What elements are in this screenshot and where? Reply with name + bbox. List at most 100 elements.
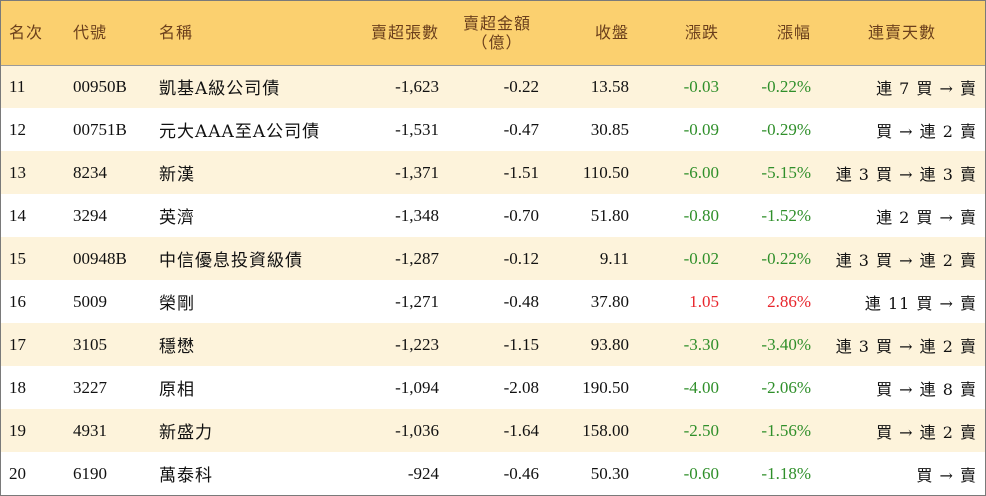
cell-code[interactable]: 00751B (73, 119, 127, 139)
cell-change: -4.00 (683, 377, 719, 397)
table-row[interactable]: 17 3105 穩懋 -1,223 -1.15 93.80 -3.30 -3.40% 連 3 買… (1, 323, 985, 366)
cell-net-sell-amount: -0.12 (503, 248, 539, 268)
cell-close: 9.11 (599, 248, 629, 268)
cell-net-sell-lots: -1,348 (395, 205, 439, 225)
cell-net-sell-lots: -1,531 (395, 119, 439, 139)
table-row[interactable]: 18 3227 原相 -1,094 -2.08 190.50 -4.00 -2.06% 買 → … (1, 366, 985, 409)
cell-rank: 15 (9, 248, 26, 268)
cell-rank: 12 (9, 119, 26, 139)
cell-net-sell-lots: -1,036 (395, 420, 439, 440)
cell-close: 93.80 (590, 334, 629, 354)
cell-close: 13.58 (590, 76, 629, 96)
cell-rank: 20 (9, 463, 26, 483)
cell-code[interactable]: 3105 (73, 334, 107, 354)
cell-streak: 買 → 連 2 賣 (876, 422, 977, 442)
cell-net-sell-lots: -1,094 (395, 377, 439, 397)
cell-net-sell-amount: -0.70 (503, 205, 539, 225)
cell-pct: -1.52% (761, 205, 811, 225)
cell-rank: 14 (9, 205, 26, 225)
cell-streak: 連 7 買 → 賣 (876, 78, 977, 98)
header-pct[interactable]: 漲幅 (727, 1, 819, 66)
cell-change: -2.50 (683, 420, 719, 440)
cell-streak: 買 → 賣 (916, 465, 977, 485)
cell-name[interactable]: 萬泰科 (159, 466, 213, 486)
cell-change: -0.03 (683, 76, 719, 96)
cell-change: -0.80 (683, 205, 719, 225)
table-header-row: 名次 代號 名稱 賣超張數 賣超金額 （億） 收盤 漲跌 漲幅 連賣天數 (1, 1, 985, 66)
cell-name[interactable]: 新漢 (159, 165, 195, 185)
cell-net-sell-amount: -0.22 (503, 76, 539, 96)
header-change[interactable]: 漲跌 (637, 1, 727, 66)
cell-streak: 連 11 買 → 賣 (864, 293, 977, 313)
cell-streak: 買 → 連 8 賣 (876, 379, 977, 399)
table-row[interactable]: 19 4931 新盛力 -1,036 -1.64 158.00 -2.50 -1.56% 買 →… (1, 409, 985, 452)
cell-pct: -5.15% (761, 162, 811, 182)
table-row[interactable]: 13 8234 新漢 -1,371 -1.51 110.50 -6.00 -5.15% 連 3 … (1, 151, 985, 194)
cell-change: 1.05 (689, 291, 719, 311)
cell-close: 158.00 (582, 420, 629, 440)
cell-name[interactable]: 新盛力 (159, 423, 213, 443)
cell-net-sell-lots: -1,371 (395, 162, 439, 182)
cell-change: -0.09 (683, 119, 719, 139)
cell-name[interactable]: 英濟 (159, 208, 195, 228)
cell-change: -6.00 (683, 162, 719, 182)
cell-streak: 買 → 連 2 賣 (876, 121, 977, 141)
cell-code[interactable]: 3227 (73, 377, 107, 397)
header-net-sell-amount[interactable]: 賣超金額 （億） (447, 1, 547, 66)
cell-close: 110.50 (582, 162, 629, 182)
cell-name[interactable]: 榮剛 (159, 294, 195, 314)
cell-close: 190.50 (582, 377, 629, 397)
cell-net-sell-lots: -1,271 (395, 291, 439, 311)
cell-pct: -1.56% (761, 420, 811, 440)
cell-net-sell-amount: -0.46 (503, 463, 539, 483)
cell-code[interactable]: 4931 (73, 420, 107, 440)
cell-close: 30.85 (590, 119, 629, 139)
cell-close: 37.80 (590, 291, 629, 311)
cell-change: -0.60 (683, 463, 719, 483)
cell-pct: -0.22% (761, 76, 811, 96)
cell-net-sell-amount: -1.51 (503, 162, 539, 182)
header-net-sell-lots[interactable]: 賣超張數 (347, 1, 447, 66)
cell-rank: 13 (9, 162, 26, 182)
table-row[interactable]: 20 6190 萬泰科 -924 -0.46 50.30 -0.60 -1.18% 買 → 賣 (1, 452, 985, 495)
header-name[interactable]: 名稱 (151, 1, 347, 66)
header-net-sell-amount-line2: （億） (471, 32, 523, 52)
cell-code[interactable]: 5009 (73, 291, 107, 311)
table-row[interactable]: 15 00948B 中信優息投資級債 -1,287 -0.12 9.11 -0.02 -0.2… (1, 237, 985, 280)
cell-net-sell-lots: -1,223 (395, 334, 439, 354)
cell-code[interactable]: 6190 (73, 463, 107, 483)
cell-name[interactable]: 穩懋 (159, 337, 195, 357)
cell-code[interactable]: 00950B (73, 76, 127, 96)
cell-net-sell-lots: -1,287 (395, 248, 439, 268)
cell-pct: -2.06% (761, 377, 811, 397)
cell-close: 51.80 (590, 205, 629, 225)
cell-rank: 16 (9, 291, 26, 311)
header-rank[interactable]: 名次 (1, 1, 65, 66)
cell-code[interactable]: 3294 (73, 205, 107, 225)
cell-name[interactable]: 中信優息投資級債 (159, 251, 303, 271)
cell-net-sell-lots: -1,623 (395, 76, 439, 96)
header-streak[interactable]: 連賣天數 (819, 1, 985, 66)
cell-pct: -0.29% (761, 119, 811, 139)
cell-code[interactable]: 8234 (73, 162, 107, 182)
cell-change: -3.30 (683, 334, 719, 354)
cell-streak: 連 3 買 → 連 3 賣 (835, 164, 977, 184)
cell-name[interactable]: 元大AAA至A公司債 (159, 122, 321, 142)
cell-rank: 18 (9, 377, 26, 397)
table-row[interactable]: 12 00751B 元大AAA至A公司債 -1,531 -0.47 30.85 -0.09 -… (1, 108, 985, 151)
header-code[interactable]: 代號 (65, 1, 151, 66)
cell-streak: 連 3 買 → 連 2 賣 (835, 336, 977, 356)
cell-code[interactable]: 00948B (73, 248, 127, 268)
table-row[interactable]: 14 3294 英濟 -1,348 -0.70 51.80 -0.80 -1.52% 連 2 買… (1, 194, 985, 237)
cell-close: 50.30 (590, 463, 629, 483)
cell-net-sell-lots: -924 (407, 463, 439, 483)
header-close[interactable]: 收盤 (547, 1, 637, 66)
cell-name[interactable]: 凱基A級公司債 (159, 79, 281, 100)
table-row[interactable]: 16 5009 榮剛 -1,271 -0.48 37.80 1.05 2.86% 連 11 買 … (1, 280, 985, 323)
cell-net-sell-amount: -0.48 (503, 291, 539, 311)
cell-pct: -1.18% (761, 463, 811, 483)
cell-name[interactable]: 原相 (159, 380, 195, 400)
table-row[interactable]: 11 00950B 凱基A級公司債 -1,623 -0.22 13.58 -0.03 -0.2… (1, 65, 985, 108)
